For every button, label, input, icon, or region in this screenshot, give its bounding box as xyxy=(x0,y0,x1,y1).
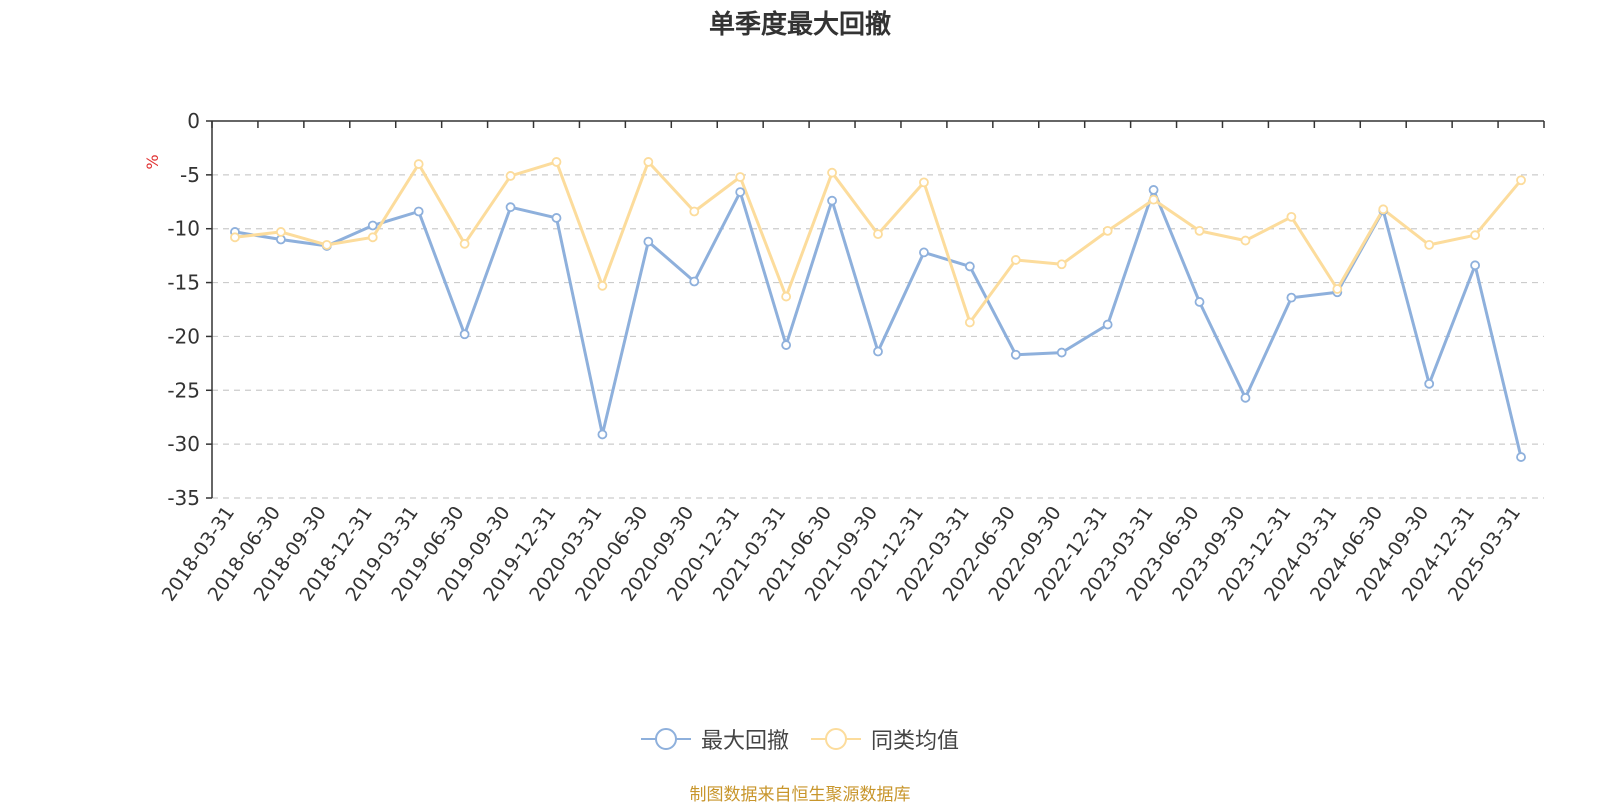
data-point-peer-average xyxy=(919,177,929,188)
y-tick-label: -30 xyxy=(167,432,200,456)
data-point-peer-average xyxy=(597,280,608,291)
y-tick-label: 0 xyxy=(187,109,200,133)
legend-label: 最大回撤 xyxy=(700,729,789,754)
data-point-peer-average xyxy=(505,171,516,181)
data-point-max-drawdown xyxy=(551,213,562,223)
y-tick-label: -35 xyxy=(167,486,200,510)
data-point-max-drawdown xyxy=(367,220,378,231)
data-point-peer-average xyxy=(1332,284,1343,294)
data-point-peer-average xyxy=(275,227,286,237)
data-point-peer-average xyxy=(1102,225,1113,236)
data-point-max-drawdown xyxy=(643,236,654,247)
data-point-max-drawdown xyxy=(781,340,792,350)
data-point-max-drawdown xyxy=(1516,452,1526,462)
data-point-peer-average xyxy=(781,291,792,302)
data-point-max-drawdown xyxy=(1286,292,1297,303)
data-point-max-drawdown xyxy=(689,276,700,287)
data-point-peer-average xyxy=(1010,255,1021,265)
data-point-max-drawdown xyxy=(1194,297,1205,307)
data-point-peer-average xyxy=(367,232,378,243)
data-point-peer-average xyxy=(1378,204,1389,215)
y-tick-label: -20 xyxy=(167,324,200,348)
y-tick-label: -10 xyxy=(167,217,200,241)
data-point-max-drawdown xyxy=(597,429,608,440)
data-point-peer-average xyxy=(1424,239,1435,250)
data-point-peer-average xyxy=(1286,211,1297,222)
legend: 最大回撤 同类均值 xyxy=(0,722,1600,756)
data-point-peer-average xyxy=(735,172,746,182)
data-point-peer-average xyxy=(1148,194,1159,205)
chart-title: 单季度最大回撤 xyxy=(708,10,891,40)
data-point-max-drawdown xyxy=(919,247,929,258)
data-point-max-drawdown xyxy=(1102,319,1113,330)
data-point-peer-average xyxy=(1056,259,1067,270)
data-point-peer-average xyxy=(827,167,837,178)
data-point-peer-average xyxy=(1470,230,1481,241)
y-axis-label: % xyxy=(143,154,162,169)
legend-label: 同类均值 xyxy=(871,729,960,754)
data-point-max-drawdown xyxy=(873,346,883,357)
source-note: 制图数据来自恒生聚源数据库 xyxy=(689,785,911,805)
data-point-peer-average xyxy=(1240,235,1251,246)
data-point-peer-average xyxy=(459,238,470,249)
data-point-max-drawdown xyxy=(735,187,746,197)
data-point-max-drawdown xyxy=(413,206,424,217)
legend-line-circle-icon xyxy=(640,728,691,750)
data-point-max-drawdown xyxy=(964,261,975,272)
data-point-max-drawdown xyxy=(1148,185,1159,195)
y-tick-label: -15 xyxy=(167,271,200,295)
data-point-peer-average xyxy=(873,229,883,240)
data-point-max-drawdown xyxy=(1010,349,1021,360)
legend-item-max-drawdown[interactable]: 最大回撤 xyxy=(640,723,789,755)
data-point-max-drawdown xyxy=(827,195,837,206)
y-tick-label: -25 xyxy=(167,378,200,402)
data-point-max-drawdown xyxy=(1056,347,1067,358)
data-point-peer-average xyxy=(1194,225,1205,236)
data-point-max-drawdown xyxy=(1470,260,1481,271)
data-point-peer-average xyxy=(413,159,424,169)
data-point-max-drawdown xyxy=(1240,392,1251,403)
data-point-max-drawdown xyxy=(459,329,470,340)
data-point-peer-average xyxy=(230,232,240,243)
data-point-peer-average xyxy=(689,206,700,217)
data-point-peer-average xyxy=(1516,175,1526,186)
legend-line-circle-icon xyxy=(811,728,861,750)
data-point-max-drawdown xyxy=(505,202,516,213)
data-point-max-drawdown xyxy=(1424,378,1435,389)
legend-item-peer-average[interactable]: 同类均值 xyxy=(811,723,959,755)
data-point-peer-average xyxy=(964,317,975,328)
data-point-peer-average xyxy=(643,157,654,167)
series-line-peer-average xyxy=(234,160,1523,324)
data-point-peer-average xyxy=(551,157,562,167)
data-point-peer-average xyxy=(321,239,332,250)
y-tick-label: -5 xyxy=(180,163,200,187)
